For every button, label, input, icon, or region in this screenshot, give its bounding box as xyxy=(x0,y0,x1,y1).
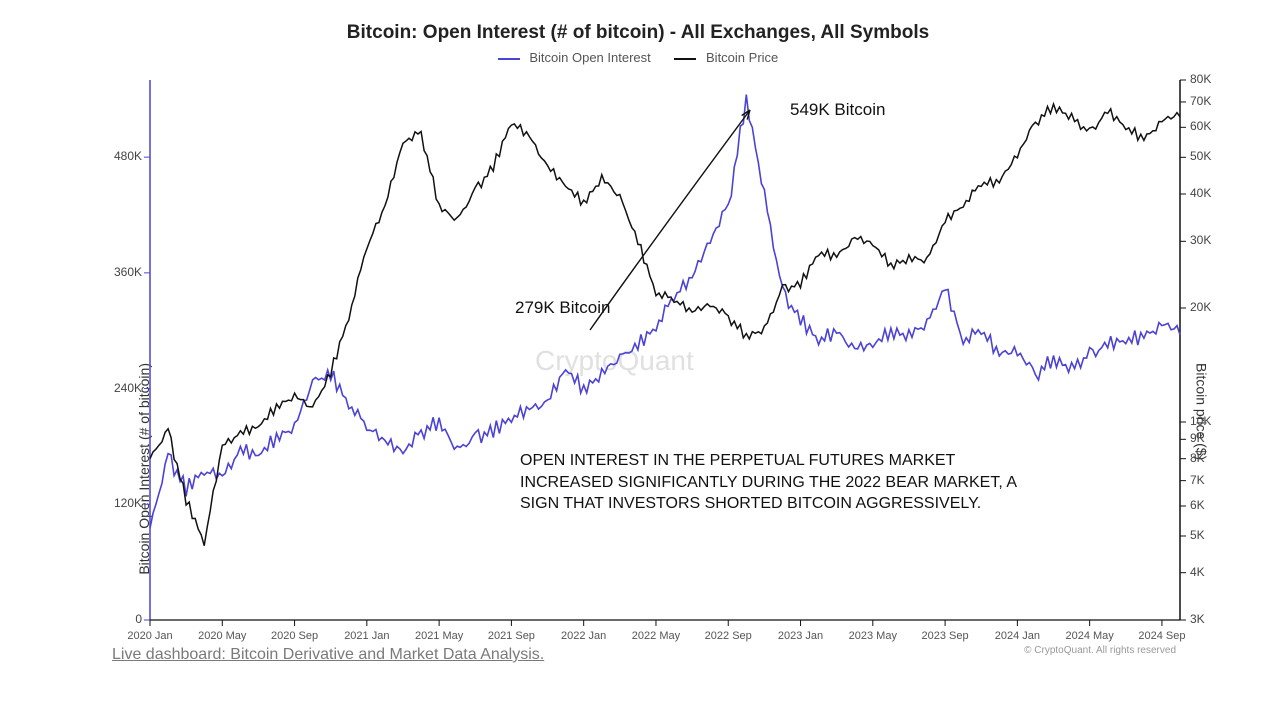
x-tick: 2023 Jan xyxy=(771,630,831,642)
x-tick: 2024 Sep xyxy=(1132,630,1192,642)
x-tick: 2022 Sep xyxy=(698,630,758,642)
y-right-tick: 8K xyxy=(1190,451,1232,465)
y-right-tick: 10K xyxy=(1190,414,1232,428)
chart-plot xyxy=(0,0,1276,706)
x-tick: 2021 May xyxy=(409,630,469,642)
y-right-tick: 60K xyxy=(1190,119,1232,133)
y-left-tick: 240K xyxy=(100,381,142,395)
y-right-tick: 30K xyxy=(1190,233,1232,247)
x-tick: 2024 Jan xyxy=(987,630,1047,642)
x-tick: 2020 Jan xyxy=(120,630,180,642)
x-tick: 2020 May xyxy=(192,630,252,642)
x-tick: 2022 May xyxy=(626,630,686,642)
annotation-text-box: OPEN INTEREST IN THE PERPETUAL FUTURES M… xyxy=(520,450,1040,515)
y-right-tick: 3K xyxy=(1190,612,1232,626)
y-right-tick: 20K xyxy=(1190,300,1232,314)
x-tick: 2023 May xyxy=(843,630,903,642)
y-right-tick: 4K xyxy=(1190,565,1232,579)
y-left-tick: 120K xyxy=(100,496,142,510)
x-tick: 2021 Sep xyxy=(481,630,541,642)
x-tick: 2023 Sep xyxy=(915,630,975,642)
y-right-tick: 7K xyxy=(1190,473,1232,487)
y-left-tick: 360K xyxy=(100,265,142,279)
y-right-tick: 6K xyxy=(1190,498,1232,512)
y-left-tick: 480K xyxy=(100,149,142,163)
y-right-tick: 9K xyxy=(1190,431,1232,445)
copyright-text: © CryptoQuant. All rights reserved xyxy=(1024,645,1176,656)
y-right-tick: 5K xyxy=(1190,528,1232,542)
y-right-tick: 40K xyxy=(1190,186,1232,200)
y-left-tick: 0 xyxy=(100,612,142,626)
footer-link[interactable]: Live dashboard: Bitcoin Derivative and M… xyxy=(112,646,544,664)
x-tick: 2022 Jan xyxy=(554,630,614,642)
x-tick: 2024 May xyxy=(1060,630,1120,642)
annotation-279k: 279K Bitcoin xyxy=(515,298,610,318)
annotation-549k: 549K Bitcoin xyxy=(790,100,885,120)
y-right-tick: 70K xyxy=(1190,94,1232,108)
x-tick: 2021 Jan xyxy=(337,630,397,642)
x-tick: 2020 Sep xyxy=(265,630,325,642)
y-right-tick: 50K xyxy=(1190,149,1232,163)
y-right-tick: 80K xyxy=(1190,72,1232,86)
